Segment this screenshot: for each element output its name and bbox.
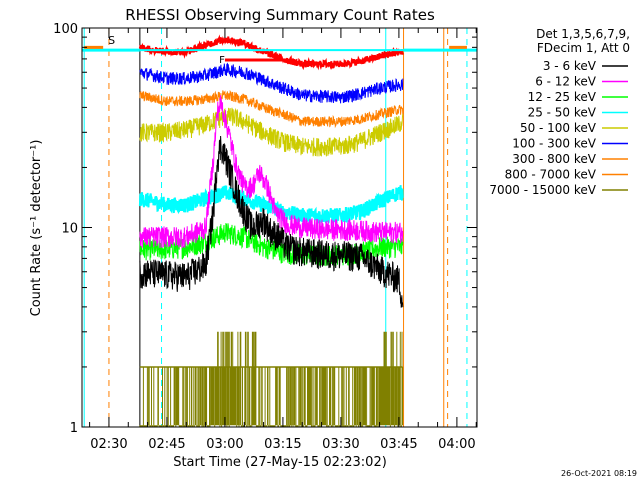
x-tick-label-6: 04:00	[438, 437, 475, 452]
x-axis-ticks: 02:30 02:45 03:00 03:15 03:30 03:45 04:00	[89, 28, 477, 452]
footer-timestamp: 26-Oct-2021 08:19	[561, 469, 637, 478]
series-top-trace	[138, 34, 404, 71]
legend-label-5: 100 - 300 keV	[512, 137, 596, 151]
series-7000-15000-kev	[139, 331, 404, 427]
x-tick-label-1: 02:45	[148, 437, 185, 452]
y-tick-label-2: 100	[53, 22, 78, 37]
y-axis-label: Count Rate (s⁻¹ detector⁻¹)	[29, 140, 44, 317]
y-tick-label-1: 10	[61, 222, 78, 237]
legend-label-6: 300 - 800 keV	[512, 152, 596, 166]
flag-marker-s: S	[108, 34, 115, 47]
series-50-100-kev	[139, 107, 404, 157]
x-tick-label-3: 03:15	[264, 437, 301, 452]
x-tick-label-0: 02:30	[90, 437, 127, 452]
chart-title: RHESSI Observing Summary Count Rates	[125, 6, 435, 24]
legend-label-1: 6 - 12 keV	[535, 75, 597, 89]
x-axis-label: Start Time (27-May-15 02:23:02)	[173, 455, 387, 470]
legend: Det 1,3,5,6,7,9, FDecim 1, Att 0 3 - 6 k…	[489, 27, 630, 197]
marker-layer: SF	[82, 34, 477, 66]
series-layer	[138, 34, 404, 427]
plot-area	[83, 28, 468, 427]
y-axis-ticks: 1 10 100	[53, 22, 477, 436]
series-3-6-kev	[139, 135, 404, 308]
legend-label-2: 12 - 25 keV	[528, 90, 597, 104]
series-300-800-kev	[139, 89, 404, 129]
legend-label-7: 800 - 7000 keV	[505, 168, 597, 182]
series-100-300-kev	[139, 62, 404, 104]
x-tick-label-5: 03:45	[380, 437, 417, 452]
y-tick-label-0: 1	[70, 421, 78, 436]
x-tick-label-4: 03:30	[322, 437, 359, 452]
legend-header-line-1: Det 1,3,5,6,7,9,	[536, 27, 630, 41]
saa-marker-f: F	[219, 55, 225, 66]
legend-label-8: 7000 - 15000 keV	[489, 183, 596, 197]
x-tick-label-2: 03:00	[206, 437, 243, 452]
legend-label-4: 50 - 100 keV	[520, 121, 597, 135]
legend-label-3: 25 - 50 keV	[528, 106, 597, 120]
legend-header-line-2: FDecim 1, Att 0	[537, 41, 630, 55]
legend-label-0: 3 - 6 keV	[543, 59, 597, 73]
series-6-12-kev	[139, 95, 404, 249]
